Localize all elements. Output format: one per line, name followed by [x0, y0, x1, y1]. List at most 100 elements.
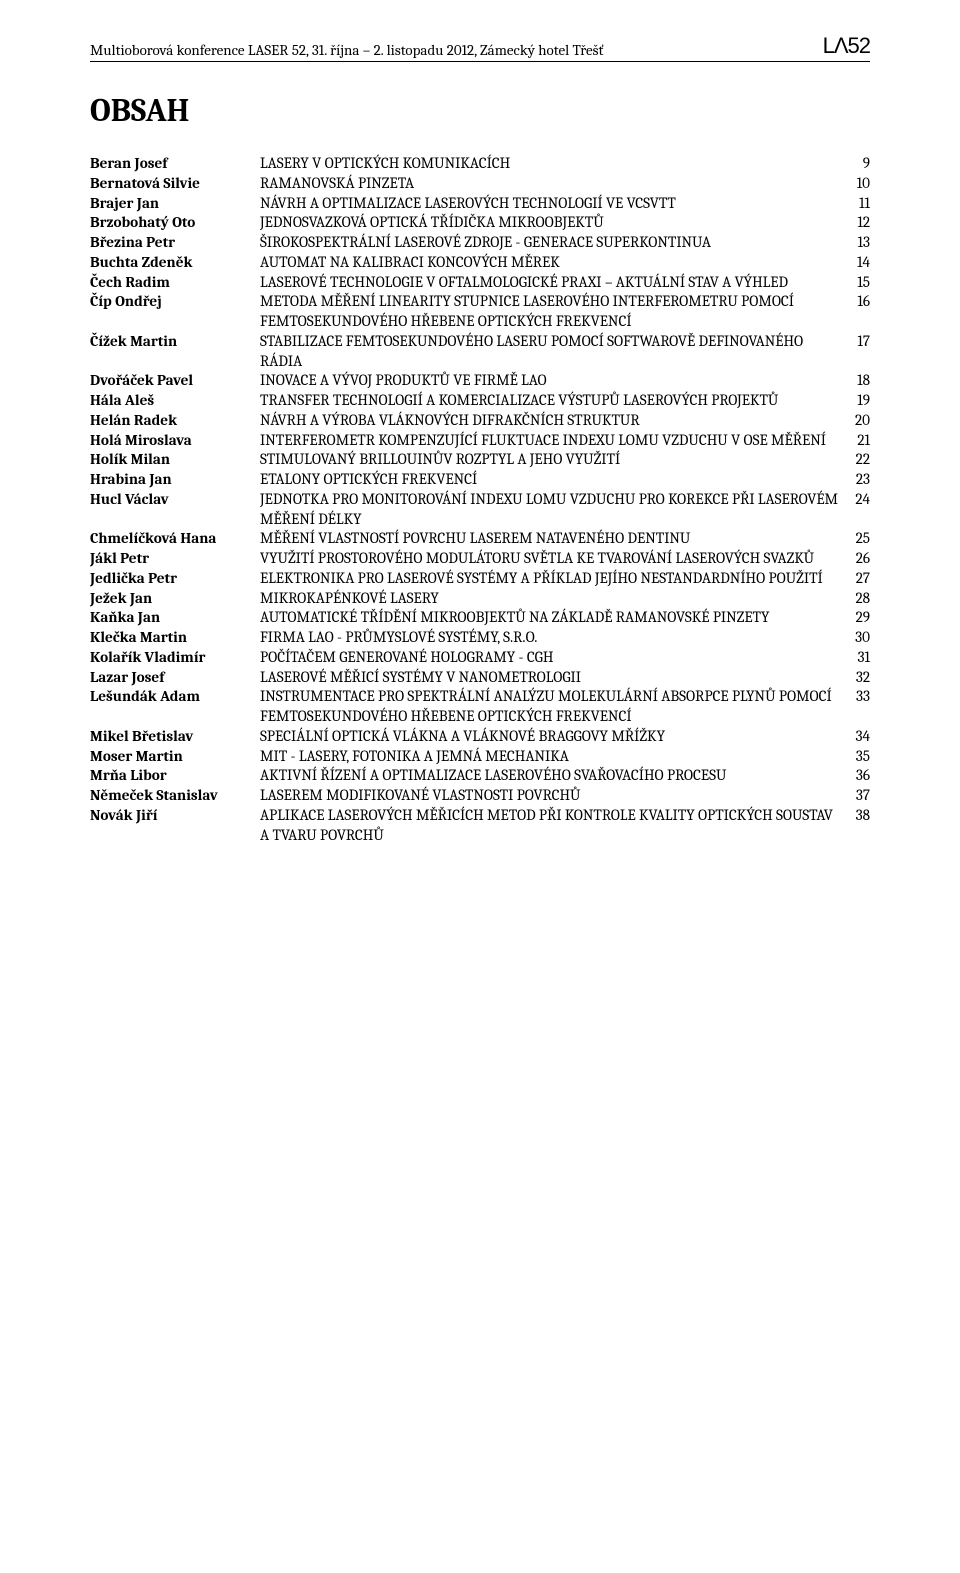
- toc-row: Brajer JanNÁVRH A OPTIMALIZACE LASEROVÝC…: [90, 194, 870, 214]
- document-page: Multioborová konference LASER 52, 31. ří…: [0, 0, 960, 885]
- toc-page-number: 14: [842, 253, 870, 273]
- toc-page-number: 29: [842, 608, 870, 628]
- toc-page-number: 36: [842, 766, 870, 786]
- toc-title: LASEREM MODIFIKOVANÉ VLASTNOSTI POVRCHŮ: [260, 786, 842, 806]
- toc-page-number: 20: [842, 411, 870, 431]
- toc-title: POČÍTAČEM GENEROVANÉ HOLOGRAMY - CGH: [260, 648, 842, 668]
- toc-title: ETALONY OPTICKÝCH FREKVENCÍ: [260, 470, 842, 490]
- toc-row: Moser MartinMIT - LASERY, FOTONIKA A JEM…: [90, 747, 870, 767]
- toc-row: Ježek JanMIKROKAPÉNKOVÉ LASERY28: [90, 589, 870, 609]
- toc-author: Mrňa Libor: [90, 766, 260, 786]
- toc-page-number: 34: [842, 727, 870, 747]
- toc-title: NÁVRH A OPTIMALIZACE LASEROVÝCH TECHNOLO…: [260, 194, 842, 214]
- toc-author: Moser Martin: [90, 747, 260, 767]
- toc-page-number: 31: [842, 648, 870, 668]
- toc-title: NÁVRH A VÝROBA VLÁKNOVÝCH DIFRAKČNÍCH ST…: [260, 411, 842, 431]
- toc-title: LASERY V OPTICKÝCH KOMUNIKACÍCH: [260, 154, 842, 174]
- toc-page-number: 32: [842, 668, 870, 688]
- toc-row: Mikel BřetislavSPECIÁLNÍ OPTICKÁ VLÁKNA …: [90, 727, 870, 747]
- toc-row: Lazar JosefLASEROVÉ MĚŘICÍ SYSTÉMY V NAN…: [90, 668, 870, 688]
- toc-title: VYUŽITÍ PROSTOROVÉHO MODULÁTORU SVĚTLA K…: [260, 549, 842, 569]
- toc-row: Číp OndřejMETODA MĚŘENÍ LINEARITY STUPNI…: [90, 292, 870, 332]
- toc-author: Helán Radek: [90, 411, 260, 431]
- header-logo: LΛ52: [823, 35, 870, 59]
- toc-title: INTERFEROMETR KOMPENZUJÍCÍ FLUKTUACE IND…: [260, 431, 842, 451]
- toc-author: Brajer Jan: [90, 194, 260, 214]
- toc-title: ELEKTRONIKA PRO LASEROVÉ SYSTÉMY A PŘÍKL…: [260, 569, 842, 589]
- toc-page-number: 25: [842, 529, 870, 549]
- toc-row: Mrňa LiborAKTIVNÍ ŘÍZENÍ A OPTIMALIZACE …: [90, 766, 870, 786]
- toc-author: Němeček Stanislav: [90, 786, 260, 806]
- toc-page-number: 24: [842, 490, 870, 530]
- toc-row: Chmelíčková HanaMĚŘENÍ VLASTNOSTÍ POVRCH…: [90, 529, 870, 549]
- toc-author: Jedlička Petr: [90, 569, 260, 589]
- toc-author: Lešundák Adam: [90, 687, 260, 727]
- toc-row: Bernatová SilvieRAMANOVSKÁ PINZETA10: [90, 174, 870, 194]
- toc-body: Beran JosefLASERY V OPTICKÝCH KOMUNIKACÍ…: [90, 154, 870, 845]
- toc-title: TRANSFER TECHNOLOGIÍ A KOMERCIALIZACE VÝ…: [260, 391, 842, 411]
- toc-title: SPECIÁLNÍ OPTICKÁ VLÁKNA A VLÁKNOVÉ BRAG…: [260, 727, 842, 747]
- toc-author: Beran Josef: [90, 154, 260, 174]
- toc-page-number: 13: [842, 233, 870, 253]
- toc-row: Holá MiroslavaINTERFEROMETR KOMPENZUJÍCÍ…: [90, 431, 870, 451]
- toc-author: Dvořáček Pavel: [90, 371, 260, 391]
- toc-title: AKTIVNÍ ŘÍZENÍ A OPTIMALIZACE LASEROVÉHO…: [260, 766, 842, 786]
- toc-page-number: 9: [842, 154, 870, 174]
- toc-row: Čížek MartinSTABILIZACE FEMTOSEKUNDOVÉHO…: [90, 332, 870, 372]
- toc-row: Jákl PetrVYUŽITÍ PROSTOROVÉHO MODULÁTORU…: [90, 549, 870, 569]
- toc-author: Kaňka Jan: [90, 608, 260, 628]
- toc-title: LASEROVÉ TECHNOLOGIE V OFTALMOLOGICKÉ PR…: [260, 273, 842, 293]
- toc-author: Buchta Zdeněk: [90, 253, 260, 273]
- toc-author: Holá Miroslava: [90, 431, 260, 451]
- toc-page-number: 11: [842, 194, 870, 214]
- toc-row: Beran JosefLASERY V OPTICKÝCH KOMUNIKACÍ…: [90, 154, 870, 174]
- toc-author: Holík Milan: [90, 450, 260, 470]
- toc-row: Holík MilanSTIMULOVANÝ BRILLOUINŮV ROZPT…: [90, 450, 870, 470]
- toc-row: Hrabina JanETALONY OPTICKÝCH FREKVENCÍ23: [90, 470, 870, 490]
- toc-author: Lazar Josef: [90, 668, 260, 688]
- toc-page-number: 22: [842, 450, 870, 470]
- toc-title: LASEROVÉ MĚŘICÍ SYSTÉMY V NANOMETROLOGII: [260, 668, 842, 688]
- toc-page-number: 15: [842, 273, 870, 293]
- toc-title: MIT - LASERY, FOTONIKA A JEMNÁ MECHANIKA: [260, 747, 842, 767]
- toc-author: Hrabina Jan: [90, 470, 260, 490]
- toc-page-number: 16: [842, 292, 870, 332]
- toc-title: ŠIROKOSPEKTRÁLNÍ LASEROVÉ ZDROJE - GENER…: [260, 233, 842, 253]
- toc-title: INOVACE A VÝVOJ PRODUKTŮ VE FIRMĚ LAO: [260, 371, 842, 391]
- toc-page-number: 21: [842, 431, 870, 451]
- toc-author: Březina Petr: [90, 233, 260, 253]
- toc-author: Čech Radim: [90, 273, 260, 293]
- toc-row: Kolařík VladimírPOČÍTAČEM GENEROVANÉ HOL…: [90, 648, 870, 668]
- toc-page-number: 28: [842, 589, 870, 609]
- toc-title: AUTOMAT NA KALIBRACI KONCOVÝCH MĚREK: [260, 253, 842, 273]
- toc-page-number: 10: [842, 174, 870, 194]
- toc-author: Mikel Břetislav: [90, 727, 260, 747]
- toc-page-number: 17: [842, 332, 870, 372]
- toc-page-number: 27: [842, 569, 870, 589]
- toc-title: MIKROKAPÉNKOVÉ LASERY: [260, 589, 842, 609]
- toc-author: Hála Aleš: [90, 391, 260, 411]
- toc-title: STABILIZACE FEMTOSEKUNDOVÉHO LASERU POMO…: [260, 332, 842, 372]
- toc-author: Brzobohatý Oto: [90, 213, 260, 233]
- toc-row: Hucl VáclavJEDNOTKA PRO MONITOROVÁNÍ IND…: [90, 490, 870, 530]
- toc-table: Beran JosefLASERY V OPTICKÝCH KOMUNIKACÍ…: [90, 154, 870, 845]
- toc-page-number: 19: [842, 391, 870, 411]
- toc-page-number: 12: [842, 213, 870, 233]
- toc-page-number: 38: [842, 806, 870, 846]
- toc-page-number: 26: [842, 549, 870, 569]
- toc-author: Čížek Martin: [90, 332, 260, 372]
- toc-author: Chmelíčková Hana: [90, 529, 260, 549]
- toc-title: INSTRUMENTACE PRO SPEKTRÁLNÍ ANALÝZU MOL…: [260, 687, 842, 727]
- toc-title: APLIKACE LASEROVÝCH MĚŘICÍCH METOD PŘI K…: [260, 806, 842, 846]
- toc-row: Jedlička PetrELEKTRONIKA PRO LASEROVÉ SY…: [90, 569, 870, 589]
- toc-title: METODA MĚŘENÍ LINEARITY STUPNICE LASEROV…: [260, 292, 842, 332]
- toc-title: JEDNOTKA PRO MONITOROVÁNÍ INDEXU LOMU VZ…: [260, 490, 842, 530]
- toc-title: MĚŘENÍ VLASTNOSTÍ POVRCHU LASEREM NATAVE…: [260, 529, 842, 549]
- toc-author: Bernatová Silvie: [90, 174, 260, 194]
- toc-author: Hucl Václav: [90, 490, 260, 530]
- toc-row: Dvořáček PavelINOVACE A VÝVOJ PRODUKTŮ V…: [90, 371, 870, 391]
- toc-page-number: 18: [842, 371, 870, 391]
- toc-page-number: 23: [842, 470, 870, 490]
- toc-author: Novák Jiří: [90, 806, 260, 846]
- toc-row: Helán RadekNÁVRH A VÝROBA VLÁKNOVÝCH DIF…: [90, 411, 870, 431]
